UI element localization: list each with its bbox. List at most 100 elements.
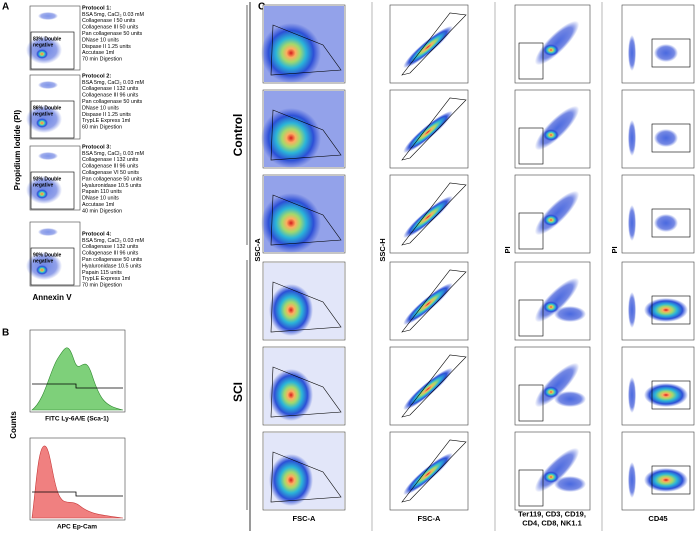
label: Pan collagenase 50 units	[82, 31, 143, 37]
label: Collagenase III 50 units	[82, 25, 139, 31]
cell-cloud	[654, 44, 678, 62]
gate	[651, 295, 691, 325]
cell-cloud	[269, 369, 313, 421]
label: Collagenase I 132 units	[82, 86, 139, 92]
label: BSA 5mg, CaCl₂ 0.03 mM	[82, 80, 145, 86]
gate	[651, 208, 691, 238]
gate	[270, 366, 342, 418]
cell-cloud	[654, 214, 678, 232]
label: C	[258, 2, 265, 13]
cell-cloud	[543, 471, 559, 483]
histogram	[31, 347, 124, 411]
label: Pan collagenase 50 units	[82, 176, 143, 182]
label: SSC-H	[378, 238, 387, 261]
cell-cloud	[38, 228, 58, 236]
label: Collagenase VI 50 units	[82, 170, 139, 176]
gate	[30, 31, 75, 70]
label: B	[2, 328, 9, 339]
label: BSA 5mg, CaCl₂ 0.03 mM	[82, 151, 145, 157]
marker-gate	[32, 491, 123, 497]
label: Hyaluronidase 10.5 units	[82, 263, 142, 269]
label: BSA 5mg, CaCl₂ 0.03 mM	[82, 238, 145, 244]
gate	[270, 451, 342, 503]
label: Pan collagenase 50 units	[82, 99, 143, 105]
gate	[518, 469, 544, 507]
cell-cloud	[628, 292, 636, 328]
cell-cloud	[543, 129, 559, 141]
cell-cloud	[38, 152, 58, 160]
label: Accutase 1ml	[82, 50, 114, 56]
label: 40 min Digestion	[82, 208, 122, 214]
label: negative	[33, 42, 54, 48]
label: Pan collagenase 50 units	[82, 257, 143, 263]
cell-cloud	[36, 118, 48, 128]
label: Collagenase III 96 units	[82, 251, 139, 257]
label: 60 min Digestion	[82, 125, 122, 131]
label: Collagenase III 96 units	[82, 93, 139, 99]
label: Protocol 1:	[82, 5, 111, 11]
label: TrypLE Express 1ml	[82, 118, 130, 124]
label: FITC Ly-6A/E (Sca-1)	[45, 416, 109, 423]
cell-cloud	[36, 189, 48, 199]
label: Dispase II 1.25 units	[82, 112, 131, 118]
cell-cloud	[628, 205, 636, 241]
cell-cloud	[543, 214, 559, 226]
gate	[651, 465, 691, 495]
cell-cloud	[644, 468, 688, 492]
label: A	[2, 2, 9, 13]
label: 93% Double	[33, 176, 62, 182]
cell-cloud	[269, 454, 313, 506]
cell-cloud	[554, 306, 586, 322]
gate	[518, 299, 544, 337]
gate	[651, 123, 691, 153]
gate	[401, 97, 467, 161]
label: Collagenase I 50 units	[82, 18, 136, 24]
cell-cloud	[36, 265, 48, 275]
gate	[518, 212, 544, 250]
gate	[651, 380, 691, 410]
label: CD4, CD8, NK1.1	[522, 518, 582, 527]
label: 90% Double	[33, 252, 62, 258]
gate	[401, 354, 467, 418]
label: Accutase 1ml	[82, 202, 114, 208]
label: SSC-A	[253, 238, 262, 262]
label: Protocol 3:	[82, 144, 111, 150]
label: DNase 10 units	[82, 105, 119, 111]
gate	[270, 194, 342, 246]
gate	[401, 439, 467, 503]
cell-cloud	[628, 462, 636, 498]
cell-cloud	[628, 35, 636, 71]
label: Annexin V	[32, 293, 72, 302]
label: Ter119, CD3, CD19,	[518, 509, 586, 518]
gate	[270, 281, 342, 333]
label: Control	[231, 114, 245, 157]
label: negative	[33, 111, 54, 117]
label: Dispase II 1.25 units	[82, 44, 131, 50]
cell-cloud	[36, 49, 48, 59]
label: Collagenase III 96 units	[82, 164, 139, 170]
label: PI	[503, 246, 512, 253]
cell-cloud	[644, 298, 688, 322]
gate	[401, 182, 467, 246]
gate	[651, 38, 691, 68]
label: PI	[610, 246, 619, 253]
cell-cloud	[543, 301, 559, 313]
cell-cloud	[554, 476, 586, 492]
label: negative	[33, 182, 54, 188]
label: 70 min Digestion	[82, 57, 122, 63]
label: Hyaluronidase 10.5 units	[82, 183, 142, 189]
cell-cloud	[654, 129, 678, 147]
label: TrypLE Express 1ml	[82, 276, 130, 282]
label: 70 min Digestion	[82, 283, 122, 289]
cell-cloud	[628, 120, 636, 156]
cell-cloud	[554, 391, 586, 407]
gate	[30, 247, 75, 286]
cell-cloud	[38, 81, 58, 89]
label: Counts	[9, 411, 18, 439]
label: DNase 10 units	[82, 37, 119, 43]
cell-cloud	[269, 284, 313, 336]
cell-cloud	[628, 377, 636, 413]
gate	[270, 24, 342, 76]
gate	[30, 171, 75, 210]
